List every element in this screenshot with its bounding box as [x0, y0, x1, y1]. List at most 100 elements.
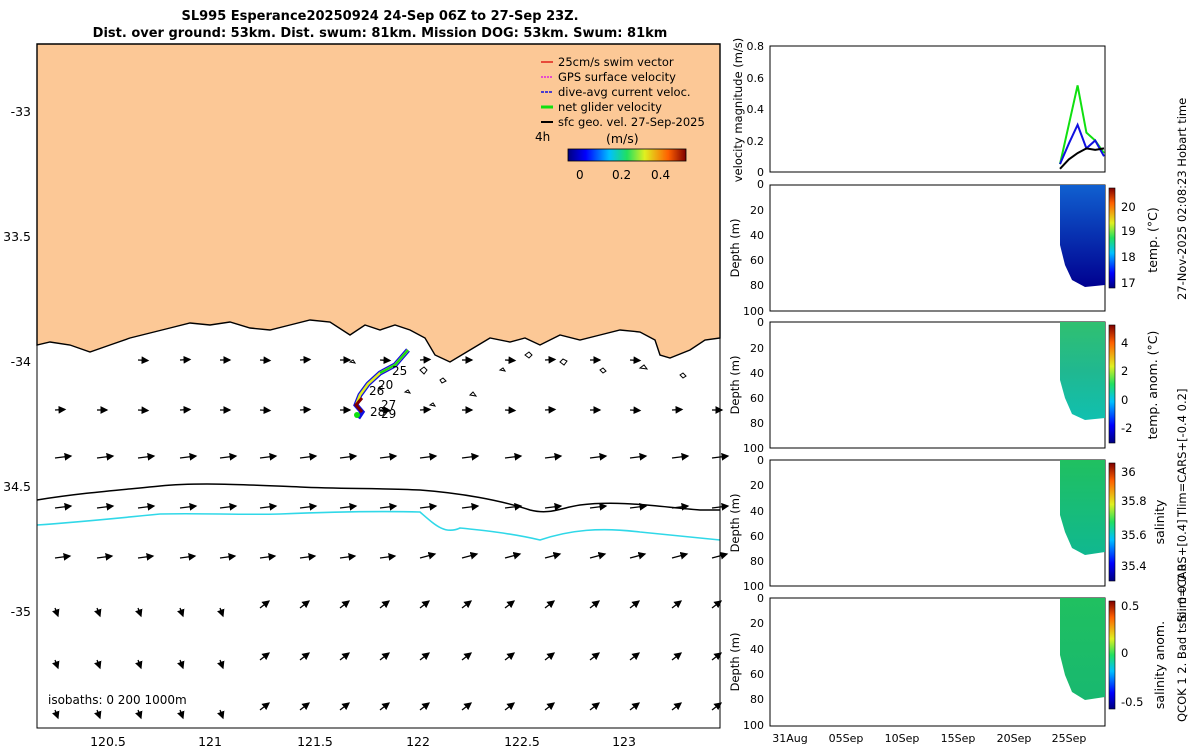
sal-depth-tick: 80	[750, 555, 764, 568]
current-vector-arrow	[137, 502, 156, 511]
current-vector-arrow	[461, 502, 480, 511]
current-vector-arrow	[135, 607, 143, 618]
current-vector-arrow	[259, 502, 278, 511]
day-label: 26	[369, 384, 384, 398]
temp-anom-cbar-tick: 0	[1121, 393, 1128, 407]
temp-anom-ylabel: Depth (m)	[728, 356, 742, 415]
velocity-series-line	[1059, 147, 1105, 170]
temp-cbar-label: temp. (°C)	[1145, 207, 1160, 272]
temp-depth-tick: 100	[743, 305, 764, 318]
temp-colorbar	[1108, 187, 1116, 289]
temp-cbar-tick: 18	[1121, 250, 1136, 264]
x-tick-label: 122.5	[504, 734, 540, 749]
current-vector-arrow	[629, 600, 641, 609]
y-tick-label: 33.5	[3, 229, 31, 244]
current-vector-arrow	[589, 551, 607, 560]
sal-anom-depth-tick: 80	[750, 693, 764, 706]
current-vector-arrow	[589, 502, 608, 511]
current-vector-arrow	[339, 502, 358, 511]
current-vector-arrow	[217, 607, 225, 618]
sal-anom-cbar-tick: 0.5	[1121, 599, 1139, 613]
current-vector-arrow	[544, 702, 556, 711]
current-vector-arrow	[219, 552, 237, 561]
current-vector-arrow	[259, 406, 272, 415]
temp-depth-tick: 20	[750, 204, 764, 217]
current-vector-arrow	[135, 659, 143, 670]
current-vector-arrow	[504, 502, 523, 511]
current-vector-arrow	[544, 405, 557, 414]
current-vector-arrow	[419, 502, 438, 511]
section-panels	[769, 184, 1116, 727]
temp-anom-panel	[769, 321, 1116, 449]
sal-cbar-tick: 35.4	[1121, 559, 1147, 573]
map-legend: 25cm/s swim vector GPS surface velocity …	[535, 55, 705, 146]
velocity-panel: 0 0.2 0.4 0.6 0.8 velocity magnitude (m/…	[731, 38, 1106, 183]
current-vector-arrow	[94, 659, 102, 670]
current-vector-arrow	[461, 600, 473, 609]
current-vector-arrow	[96, 552, 114, 561]
temp-cbar-tick: 17	[1121, 276, 1136, 290]
current-vector-arrow	[217, 709, 225, 720]
current-vector-arrow	[177, 607, 185, 618]
current-vector-arrow	[544, 551, 562, 560]
sal-anom-cbar-label: salinity anom.	[1152, 621, 1167, 709]
vel-y-label: velocity magnitude (m/s)	[731, 38, 745, 183]
current-vector-arrow	[629, 452, 648, 461]
sal-anom-ylabel: Depth (m)	[728, 633, 742, 692]
vel-y-tick: 0.4	[747, 103, 765, 116]
current-vector-arrow	[94, 709, 102, 720]
current-vector-arrow	[544, 355, 557, 364]
temp-depth-tick: 60	[750, 254, 764, 267]
sal-cbar-tick: 35.8	[1121, 494, 1147, 508]
sal-depth-tick: 0	[757, 454, 764, 467]
current-vector-arrow	[339, 452, 358, 461]
x-tick-label: 122	[406, 734, 430, 749]
current-vector-arrow	[179, 355, 192, 364]
current-vector-arrow	[544, 652, 556, 661]
legend-item: sfc geo. vel. 27-Sep-2025	[558, 115, 705, 129]
sal-cbar-tick: 36	[1121, 465, 1136, 479]
temp-anom-depth-tick: 40	[750, 367, 764, 380]
legend-item: GPS surface velocity	[558, 70, 676, 84]
colorbar-unit: (m/s)	[606, 131, 639, 146]
sal-anom-depth-tick: 60	[750, 668, 764, 681]
current-vector-arrow	[671, 652, 683, 661]
current-vector-arrow	[52, 659, 60, 670]
temp-depth-tick: 40	[750, 229, 764, 242]
sal-depth-tick: 40	[750, 505, 764, 518]
colorbar-tick: 0.4	[651, 168, 670, 182]
current-vector-arrow	[589, 702, 601, 711]
current-vector-arrow	[179, 502, 198, 511]
temp-anom-cbar-tick: 4	[1121, 336, 1128, 350]
temp-cbar-tick: 19	[1121, 224, 1136, 238]
current-vector-arrow	[629, 502, 648, 511]
current-vector-arrow	[379, 652, 391, 661]
sal-anom-depth-tick: 40	[750, 643, 764, 656]
current-vector-arrow	[137, 406, 150, 415]
temp-anom-cbar-tick: 2	[1121, 364, 1128, 378]
plot-title-line1: SL995 Esperance20250924 24-Sep 06Z to 27…	[181, 9, 579, 24]
current-vector-arrow	[259, 356, 272, 365]
time-tick: 31Aug	[772, 732, 807, 745]
legend-item: dive-avg current veloc.	[558, 85, 691, 99]
current-vector-arrow	[671, 502, 690, 511]
current-vector-arrow	[339, 702, 351, 711]
current-vector-arrow	[52, 709, 60, 720]
temp-anom-section-fill	[1060, 322, 1105, 420]
temp-depth-tick: 0	[757, 178, 764, 191]
current-vector-arrow	[299, 405, 312, 414]
current-vector-arrow	[671, 702, 683, 711]
islands	[348, 351, 687, 407]
current-vector-arrow	[135, 709, 143, 720]
current-vector-arrow	[219, 452, 238, 461]
current-vector-arrow	[137, 452, 156, 461]
sal-cbar-label: salinity	[1152, 499, 1167, 544]
vel-y-tick: 0.6	[747, 72, 765, 85]
velocity-series-line	[1059, 122, 1105, 165]
temp-anom-depth-tick: 80	[750, 417, 764, 430]
salinity-anom-colorbar	[1108, 600, 1116, 710]
current-vector-arrow	[671, 551, 689, 560]
current-vector-arrow	[671, 405, 684, 414]
x-tick-label: 120.5	[90, 734, 126, 749]
